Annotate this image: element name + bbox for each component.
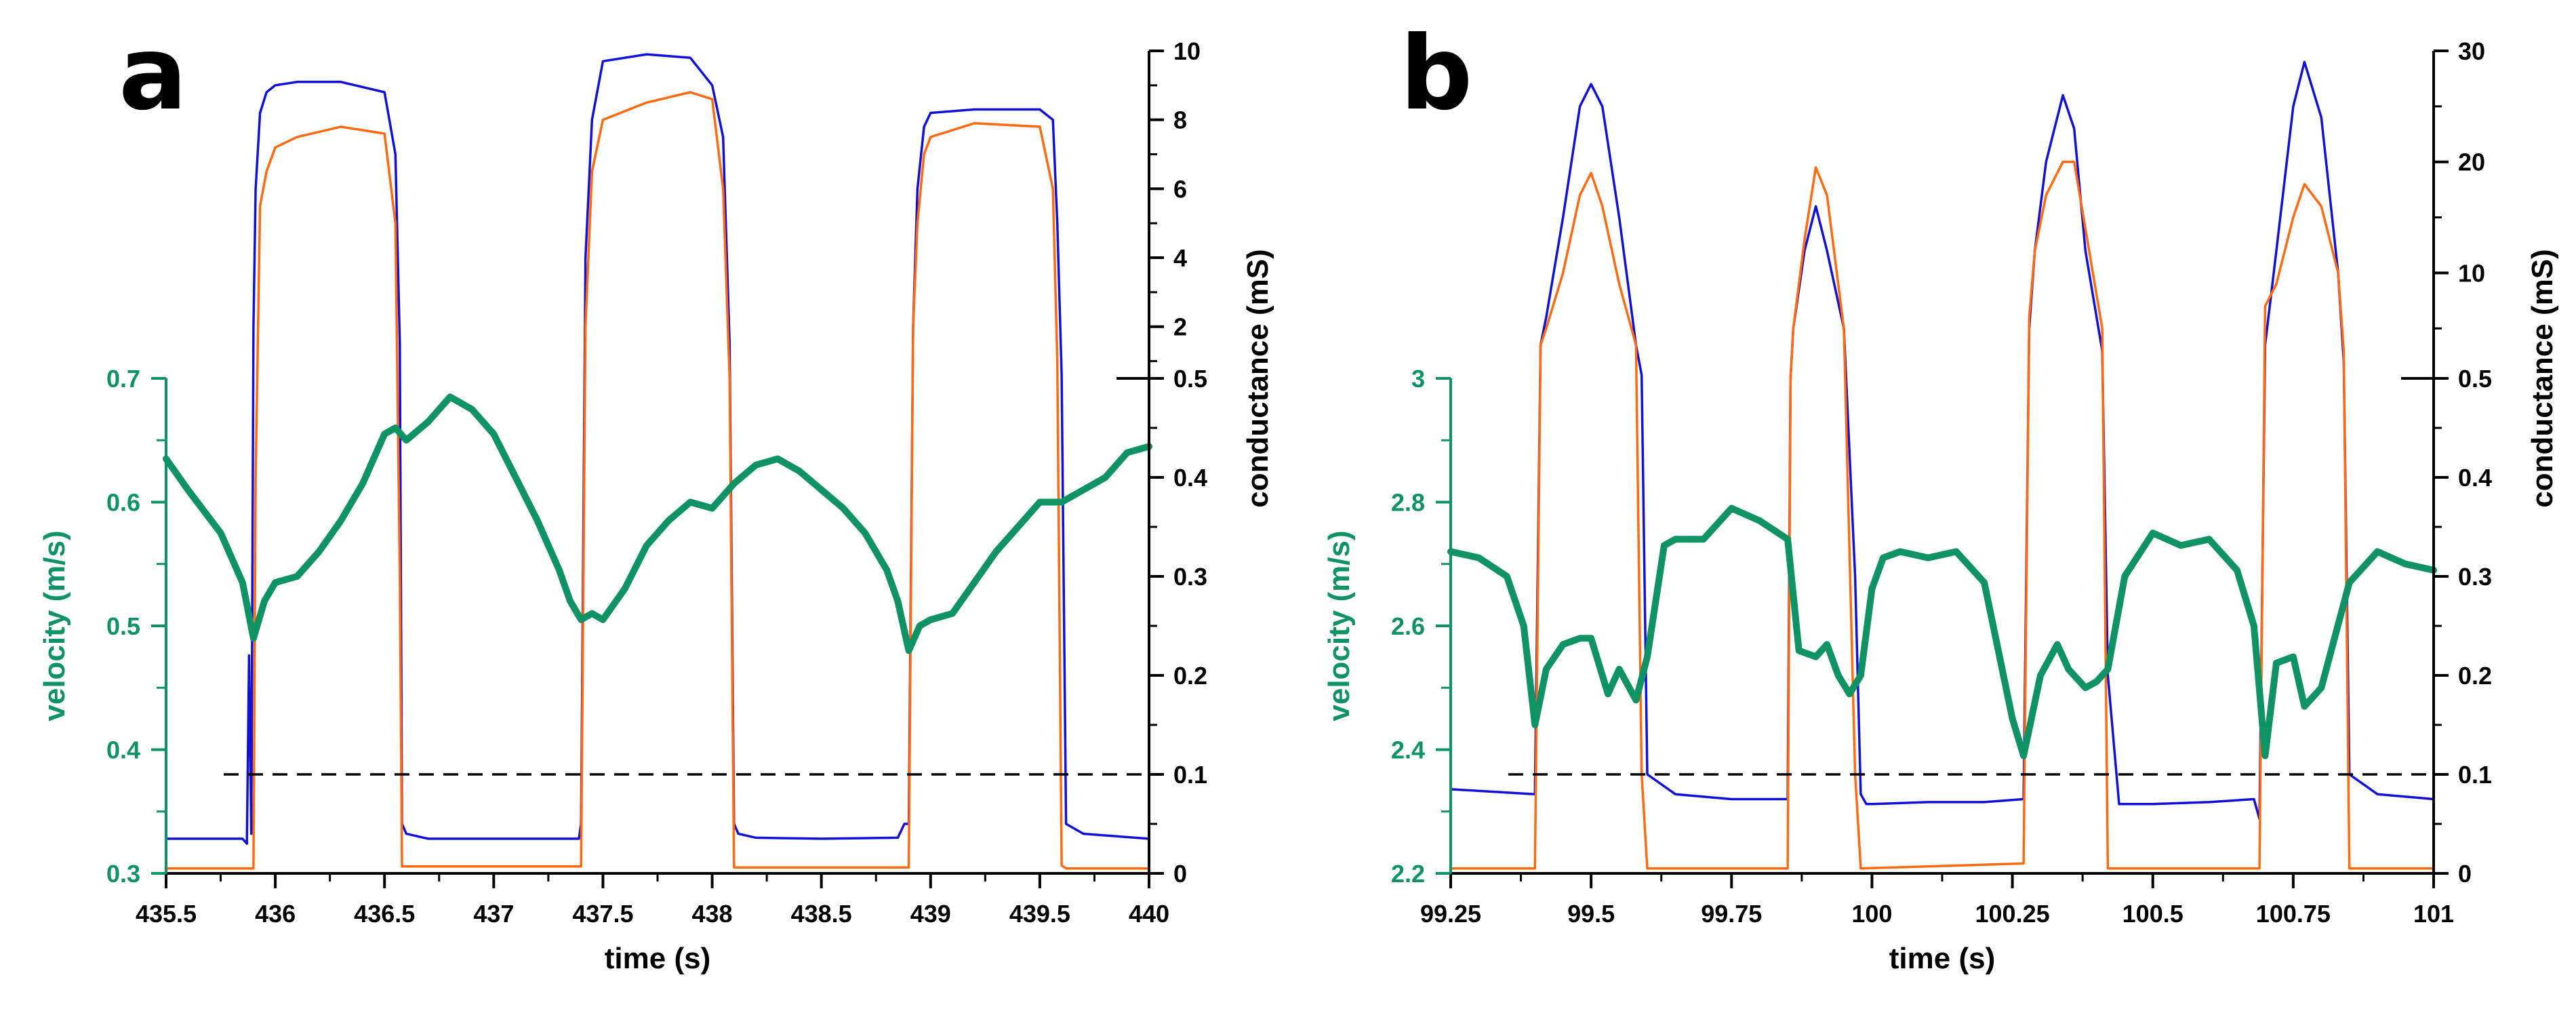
conductance-tick-label: 2 xyxy=(1173,313,1187,341)
velocity-tick-label: 2.8 xyxy=(1391,489,1425,517)
x-tick-label: 100 xyxy=(1851,900,1892,928)
x-tick-label: 99.5 xyxy=(1567,900,1615,928)
x-tick-label: 436.5 xyxy=(354,900,415,928)
x-axis-title: time (s) xyxy=(1889,942,1995,975)
x-tick-label: 437.5 xyxy=(572,900,633,928)
blue-conductance-series-line xyxy=(1449,60,2435,820)
conductance-tick-label: 0.4 xyxy=(1173,464,1207,492)
conductance-tick-label: 0.2 xyxy=(1173,662,1207,690)
blue-conductance-series-line xyxy=(165,53,1150,845)
conductance-tick-label: 0.3 xyxy=(2458,563,2492,591)
conductance-tick-label: 0.1 xyxy=(1173,761,1207,789)
x-tick-label: 439.5 xyxy=(1009,900,1070,928)
panel-letter: a xyxy=(119,15,187,133)
panel-letter: b xyxy=(1400,15,1472,133)
x-tick-label: 439 xyxy=(910,900,951,928)
conductance-tick-label: 8 xyxy=(1173,106,1187,134)
x-tick-label: 99.25 xyxy=(1420,900,1481,928)
conductance-axis-title: conductance (mS) xyxy=(1241,249,1274,507)
velocity-tick-label: 2.2 xyxy=(1391,860,1425,888)
velocity-tick-label: 0.7 xyxy=(106,365,140,393)
conductance-axis-title: conductance (mS) xyxy=(2526,249,2559,507)
conductance-tick-label: 6 xyxy=(1173,175,1187,203)
velocity-tick-label: 0.3 xyxy=(106,860,140,888)
velocity-tick-label: 0.5 xyxy=(106,612,140,640)
conductance-tick-label: 0.3 xyxy=(1173,563,1207,591)
conductance-tick-label: 30 xyxy=(2458,37,2485,65)
x-tick-label: 100.25 xyxy=(1975,900,2050,928)
conductance-tick-label: 0.4 xyxy=(2458,464,2492,492)
x-tick-label: 101 xyxy=(2413,900,2454,928)
velocity-axis-title: velocity (m/s) xyxy=(1323,530,1356,721)
velocity-tick-label: 2.6 xyxy=(1391,612,1425,640)
velocity-tick-label: 0.4 xyxy=(106,736,140,764)
conductance-tick-label: 0.5 xyxy=(2458,365,2492,393)
conductance-tick-label: 0 xyxy=(2458,860,2472,888)
velocity-tick-label: 0.6 xyxy=(106,489,140,517)
x-tick-label: 435.5 xyxy=(136,900,197,928)
x-tick-label: 99.75 xyxy=(1701,900,1762,928)
conductance-tick-label: 10 xyxy=(2458,259,2485,287)
x-tick-label: 436 xyxy=(255,900,296,928)
x-tick-label: 438 xyxy=(692,900,733,928)
conductance-tick-label: 4 xyxy=(1173,244,1187,272)
x-tick-label: 440 xyxy=(1129,900,1169,928)
conductance-tick-label: 20 xyxy=(2458,149,2485,176)
conductance-tick-label: 0.2 xyxy=(2458,662,2492,690)
orange-conductance-series-line xyxy=(1449,160,2435,870)
conductance-tick-label: 0 xyxy=(1173,860,1187,888)
x-tick-label: 438.5 xyxy=(791,900,852,928)
velocity-tick-label: 2.4 xyxy=(1391,736,1425,764)
panel-b-chart: b99.25 99.5 99.75 100 100.25 100.5 100.75 101ti… xyxy=(1323,15,2559,975)
x-tick-label: 437 xyxy=(473,900,514,928)
x-tick-label: 100.5 xyxy=(2122,900,2183,928)
velocity-series-line xyxy=(1447,504,2437,759)
velocity-axis-title: velocity (m/s) xyxy=(38,530,71,721)
conductance-tick-label: 0.1 xyxy=(2458,761,2492,789)
x-tick-label: 100.75 xyxy=(2256,900,2331,928)
velocity-series-line xyxy=(163,393,1152,654)
velocity-tick-label: 3 xyxy=(1411,365,1425,393)
x-axis-title: time (s) xyxy=(605,942,710,975)
conductance-tick-label: 0.5 xyxy=(1173,365,1207,393)
conductance-tick-label: 10 xyxy=(1173,37,1201,65)
orange-conductance-series-line xyxy=(165,91,1150,870)
